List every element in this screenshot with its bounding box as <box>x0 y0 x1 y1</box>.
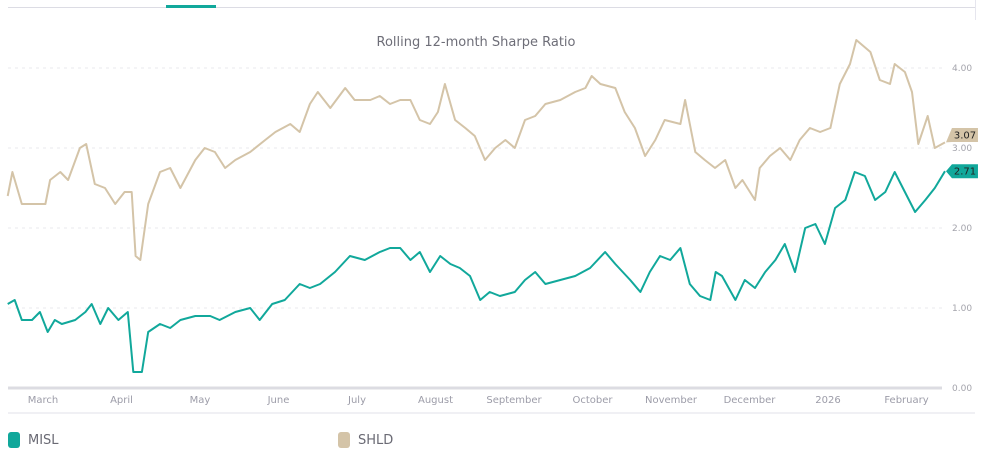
y-tick-label: 1.00 <box>952 304 972 314</box>
misl-swatch <box>8 432 20 448</box>
x-tick-label: April <box>110 395 133 406</box>
y-tick-label: 3.00 <box>952 144 972 154</box>
legend-label-shld: SHLD <box>358 432 394 448</box>
legend-item-shld[interactable]: SHLD <box>338 432 393 448</box>
last-value-flag-misl <box>945 164 978 179</box>
series-line-shld <box>6 39 946 261</box>
y-tick-label: 0.00 <box>952 384 972 394</box>
x-tick-label: 2026 <box>815 395 840 406</box>
legend-item-misl[interactable]: MISL <box>8 432 59 448</box>
series-line-misl <box>7 170 946 373</box>
x-tick-label: July <box>347 395 366 406</box>
x-tick-label: June <box>267 395 290 406</box>
x-tick-label: August <box>418 395 453 406</box>
tab-bar-divider <box>8 7 975 8</box>
x-tick-label: October <box>572 395 613 406</box>
x-tick-label: May <box>190 395 211 406</box>
y-tick-label: 2.00 <box>952 224 972 234</box>
panel-border <box>975 0 976 20</box>
chart-title: Rolling 12-month Sharpe Ratio <box>377 35 576 50</box>
sharpe-ratio-chart: Rolling 12-month Sharpe Ratio 0.00 1.00 2.… <box>6 35 978 414</box>
shld-swatch <box>338 432 350 448</box>
legend-label-misl: MISL <box>28 432 59 448</box>
last-value-flag-shld <box>945 128 978 143</box>
x-tick-label: November <box>645 395 698 406</box>
x-tick-label: March <box>28 395 58 406</box>
active-tab-indicator[interactable] <box>166 5 216 8</box>
y-tick-label: 4.00 <box>952 64 972 74</box>
last-value-label-misl: 2.71 <box>954 167 976 178</box>
x-tick-label: September <box>486 395 542 406</box>
x-tick-label: December <box>724 395 777 406</box>
last-value-label-shld: 3.07 <box>954 131 976 142</box>
x-tick-label: February <box>884 395 928 406</box>
